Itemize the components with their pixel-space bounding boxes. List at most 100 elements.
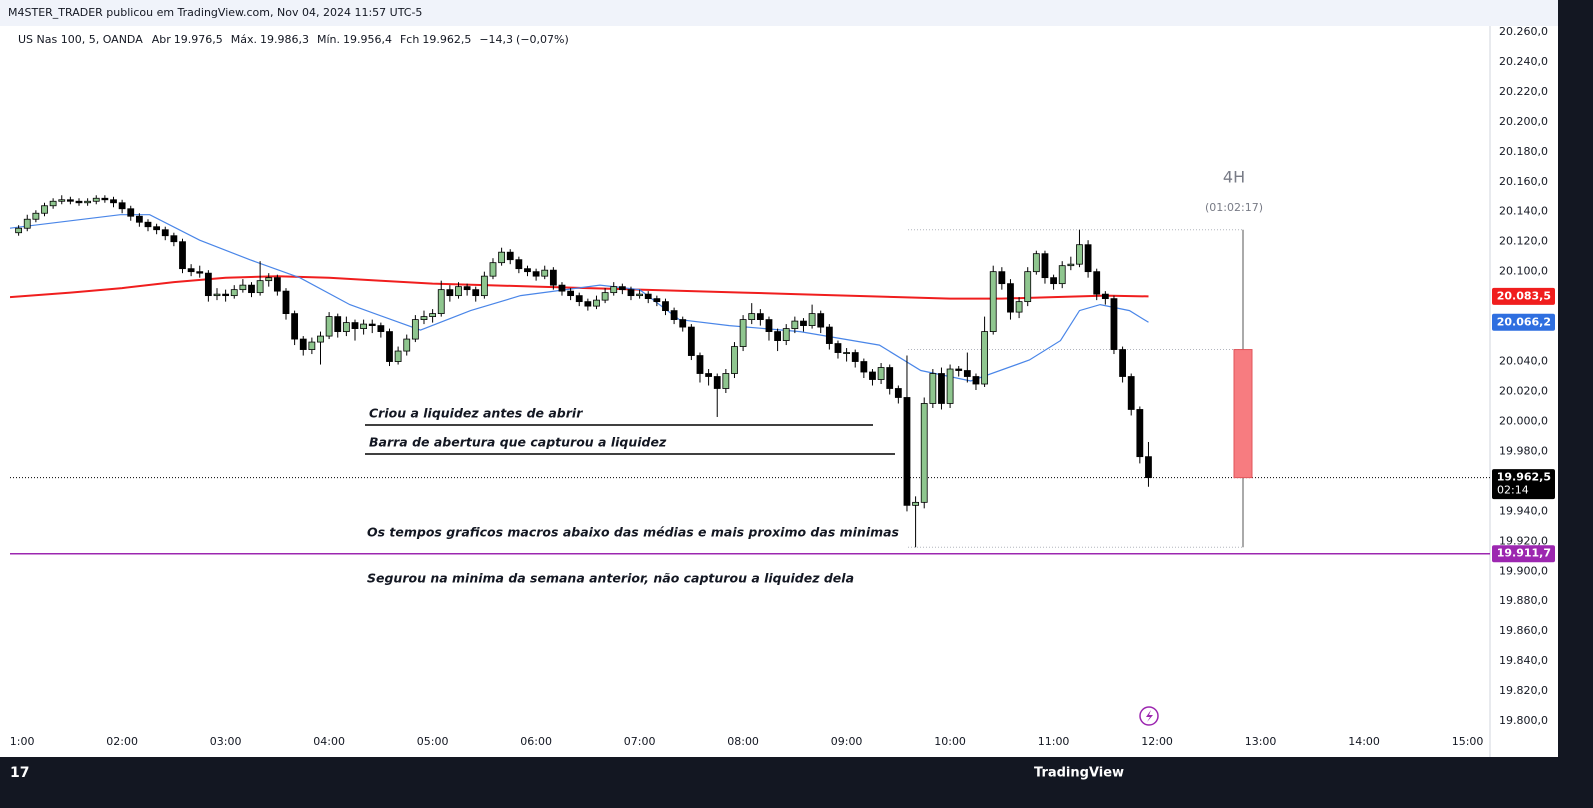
candle-body [593, 299, 600, 307]
x-tick-label: 09:00 [831, 735, 863, 748]
candle-body [903, 397, 911, 506]
change: −14,3 [479, 33, 513, 46]
candle-body [248, 284, 255, 294]
x-tick-label: 02:00 [106, 735, 138, 748]
candle-body [480, 275, 488, 297]
candle-body [153, 226, 161, 231]
candle-body [1101, 293, 1109, 300]
candle-body [1067, 263, 1075, 267]
y-tick-label: 20.220,0 [1499, 85, 1548, 98]
candle-body [748, 313, 756, 320]
candle-body [722, 373, 730, 389]
y-tick-label: 20.020,0 [1499, 385, 1548, 398]
x-tick-label: 14:00 [1348, 735, 1380, 748]
x-tick-label: 04:00 [313, 735, 345, 748]
candle-body [1024, 271, 1032, 303]
candle-body [437, 289, 445, 315]
candle-body [912, 501, 919, 506]
candle-body [791, 320, 799, 329]
candle-body [23, 218, 31, 229]
candle-body [549, 269, 557, 286]
candle-body [998, 271, 1006, 285]
candle-body [386, 331, 393, 362]
legend-value: 19.976,5 [174, 33, 223, 46]
candle-body [1145, 456, 1152, 479]
candle-body [532, 271, 540, 277]
x-tick-label: 13:00 [1245, 735, 1277, 748]
candle-body [963, 370, 971, 377]
symbol: US Nas 100, 5, OANDA [18, 33, 143, 46]
candle-body [144, 221, 152, 228]
candle-body [446, 289, 454, 297]
candle-body [342, 322, 350, 332]
annotation: Os tempos graficos macros abaixo das méd… [367, 525, 899, 540]
candle-body [179, 241, 186, 270]
x-tick-label: 15:00 [1452, 735, 1484, 748]
y-tick-label: 19.900,0 [1499, 564, 1548, 577]
y-tick-label: 20.120,0 [1499, 235, 1548, 248]
candle-body [627, 289, 635, 297]
candle-body [541, 269, 549, 277]
candle-body [877, 367, 885, 380]
candle-body [851, 352, 859, 362]
alert-icon[interactable] [1139, 706, 1159, 726]
candle-body [696, 355, 704, 374]
candle-body [187, 268, 195, 273]
candle-body [66, 199, 74, 202]
candle-body [282, 290, 290, 315]
candle-body [825, 326, 833, 344]
candle-body [360, 323, 368, 329]
candle-body [886, 367, 894, 389]
candle-body [1015, 301, 1023, 313]
x-tick-label: 07:00 [624, 735, 656, 748]
candle-body [1119, 349, 1126, 377]
y-tick-label: 19.940,0 [1499, 504, 1548, 517]
candle-body [1093, 271, 1101, 295]
legend-key: Máx. [231, 33, 257, 46]
price-badge [1492, 545, 1555, 563]
candle-body [489, 262, 497, 277]
candle-body [161, 229, 169, 237]
candle-body [317, 335, 324, 343]
candle-body [377, 325, 385, 332]
legend-key: Mín. [317, 33, 340, 46]
candle-body [463, 286, 471, 291]
y-tick-label: 20.200,0 [1499, 115, 1548, 128]
candle-body [644, 293, 652, 300]
candle-body [213, 293, 221, 297]
candle-body [774, 331, 781, 341]
candle-body [92, 197, 100, 202]
candle-body [1076, 244, 1083, 265]
candle-body [679, 319, 687, 328]
candle-body [15, 227, 23, 234]
candle-body [239, 284, 247, 291]
candle-body [135, 215, 143, 223]
candle-body [834, 343, 842, 353]
x-tick-label: 01:00 [3, 735, 35, 748]
candle-body [705, 373, 713, 377]
plot: 01:00 02:00 03:00 04:00 05:00 06:00 07:00 08:00… [3, 168, 1490, 748]
candle-body [938, 373, 945, 404]
candle-body [584, 301, 592, 307]
candle-body [429, 313, 437, 318]
logo-text: TradingView [1034, 766, 1124, 781]
candle-body [670, 310, 678, 320]
candle-body [41, 205, 48, 214]
plot-area [0, 26, 1558, 757]
candle-body [1032, 253, 1040, 273]
candle-body [782, 328, 790, 341]
price-badge-label: 20.083,5 [1497, 289, 1551, 302]
y-tick-label: 20.180,0 [1499, 145, 1548, 158]
candle-body [170, 235, 178, 243]
y-tick-label: 20.240,0 [1499, 55, 1548, 68]
y-tick-label: 19.820,0 [1499, 684, 1548, 697]
price-badge [1492, 287, 1555, 305]
candle-body [920, 403, 928, 503]
candle-body [860, 361, 868, 373]
candle-body [1127, 376, 1135, 410]
candle-body [196, 271, 204, 274]
candle-body [636, 293, 644, 297]
candle-body [946, 368, 954, 404]
candle-body [765, 319, 773, 332]
